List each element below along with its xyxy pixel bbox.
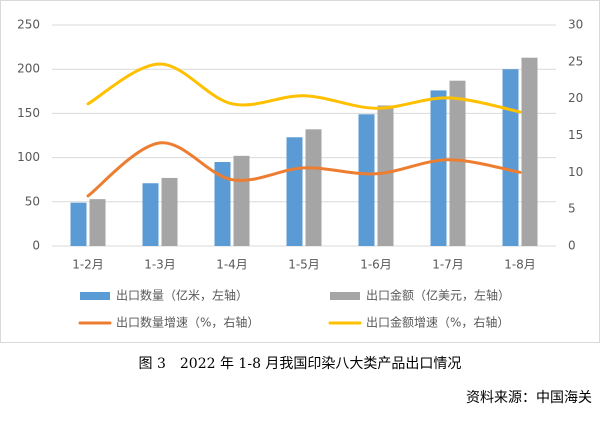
y-tick-label: 50 [25,194,40,208]
bar [142,183,159,246]
x-tick-label: 1-6月 [360,258,392,272]
y-tick-label: 250 [17,18,40,32]
line [86,62,522,114]
x-tick-label: 1-2月 [72,258,104,272]
x-tick-label: 1-5月 [288,258,320,272]
legend-swatch [80,292,110,300]
y2-tick-label: 20 [568,91,583,105]
legend-swatch [330,292,360,300]
y2-tick-label: 30 [568,18,583,32]
y-tick-label: 200 [17,62,40,76]
legend-label: 出口金额（亿美元，左轴） [366,288,510,303]
legend-label: 出口数量（亿米，左轴） [116,288,248,303]
y2-tick-label: 15 [568,128,583,142]
y2-tick-label: 0 [568,239,576,253]
x-tick-label: 1-3月 [144,258,176,272]
y2-tick-label: 25 [568,54,583,68]
source: 资料来源：中国海关 [466,390,592,406]
y2-tick-label: 10 [568,165,583,179]
bar [430,90,447,246]
y-tick-label: 150 [17,106,40,120]
line [86,141,522,198]
bar [449,80,466,246]
bar [521,57,538,246]
bar [377,105,394,246]
y-tick-label: 0 [32,239,40,253]
caption: 图 3 2022 年 1-8 月我国印染八大类产品出口情况 [139,356,462,372]
x-tick-label: 1-4月 [216,258,248,272]
legend-label: 出口金额增速（%，右轴） [366,315,509,330]
x-tick-label: 1-8月 [504,258,536,272]
bar [286,137,303,246]
bar [89,199,106,246]
bar [233,155,250,246]
bar [502,69,519,246]
x-tick-label: 1-7月 [432,258,464,272]
bar [70,202,87,246]
y-tick-label: 100 [17,150,40,164]
bar [214,162,231,246]
bar [358,114,375,246]
y2-tick-label: 5 [568,202,576,216]
bar [305,129,322,246]
legend-label: 出口数量增速（%，右轴） [116,315,259,330]
bar [161,177,178,246]
